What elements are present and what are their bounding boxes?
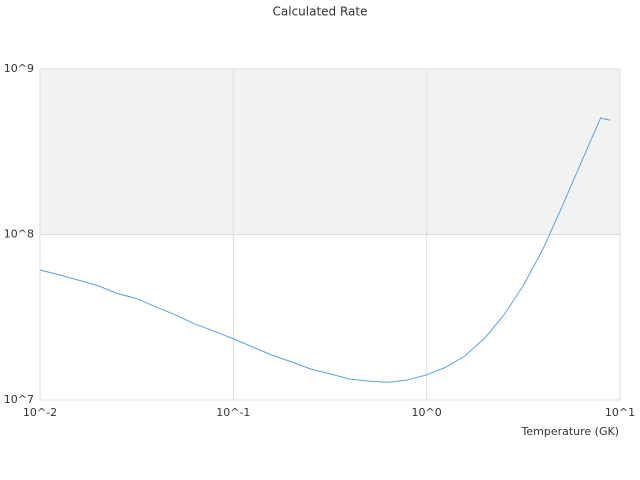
x-tick-label: 10^-2 (23, 406, 57, 419)
x-axis-label: Temperature (GK) (521, 425, 620, 438)
x-tick-label: 10^1 (605, 406, 635, 419)
y-tick-label: 10^7 (4, 393, 34, 406)
x-tick-label: 10^-1 (216, 406, 250, 419)
y-tick-label: 10^9 (4, 62, 34, 75)
data-line (39, 117, 611, 383)
x-tick-label: 10^0 (412, 406, 442, 419)
plot-band (40, 69, 620, 235)
chart-title: Calculated Rate (273, 5, 368, 19)
y-tick-label: 10^8 (4, 228, 34, 241)
